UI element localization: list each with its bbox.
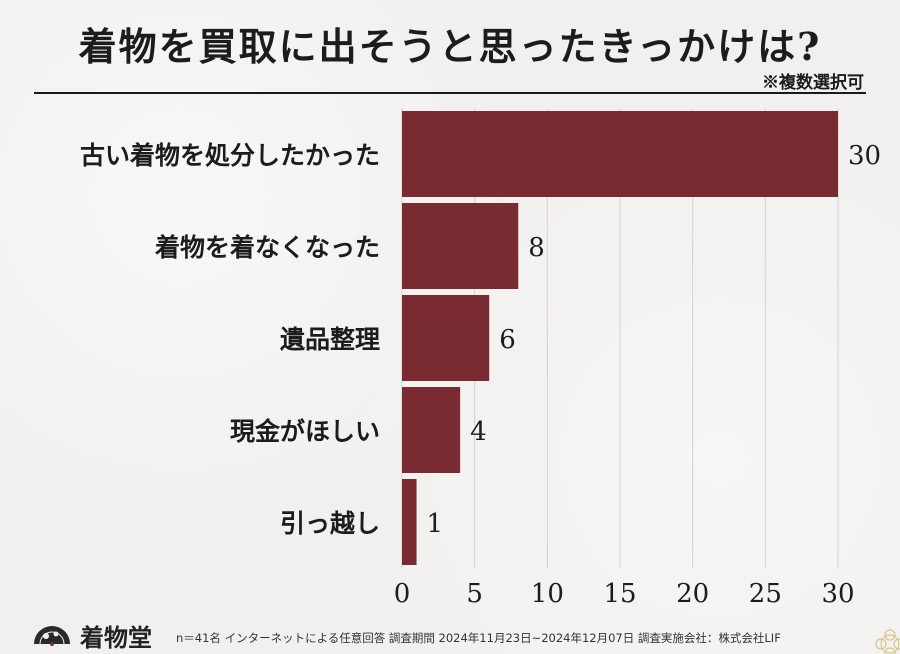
category-label: 古い着物を処分したかった bbox=[80, 141, 380, 170]
bar bbox=[402, 203, 519, 289]
x-tick-label: 0 bbox=[394, 579, 411, 609]
x-tick-label: 30 bbox=[821, 579, 854, 609]
brand-logo-text: 着物堂 bbox=[80, 623, 152, 652]
category-label: 引っ越し bbox=[280, 509, 380, 538]
category-label: 遺品整理 bbox=[280, 325, 380, 354]
bar bbox=[402, 387, 461, 473]
chart-title: 着物を買取に出そうと思ったきっかけは? bbox=[78, 24, 822, 69]
flower-icon bbox=[875, 629, 900, 654]
bar bbox=[402, 479, 417, 565]
data-label: 30 bbox=[848, 141, 881, 171]
bar bbox=[402, 295, 490, 381]
data-label: 6 bbox=[499, 325, 516, 355]
survey-footnote: n＝41名 インターネットによる任意回答 調査期間 2024年11月23日~20… bbox=[176, 631, 781, 645]
data-label: 8 bbox=[528, 233, 545, 263]
data-label: 4 bbox=[470, 417, 487, 447]
x-tick-label: 20 bbox=[676, 579, 709, 609]
x-tick-label: 10 bbox=[531, 579, 564, 609]
x-tick-label: 15 bbox=[603, 579, 636, 609]
multiple-choice-note: ※複数選択可 bbox=[762, 73, 864, 93]
footer: 着物堂 n＝41名 インターネットによる任意回答 調査期間 2024年11月23… bbox=[0, 612, 900, 654]
x-tick-label: 25 bbox=[749, 579, 782, 609]
fan-icon bbox=[34, 626, 70, 646]
bar bbox=[402, 111, 838, 197]
data-label: 1 bbox=[427, 509, 444, 539]
category-label: 着物を着なくなった bbox=[154, 233, 380, 262]
title-divider bbox=[34, 92, 866, 94]
category-label: 現金がほしい bbox=[230, 417, 380, 446]
x-tick-label: 5 bbox=[466, 579, 483, 609]
